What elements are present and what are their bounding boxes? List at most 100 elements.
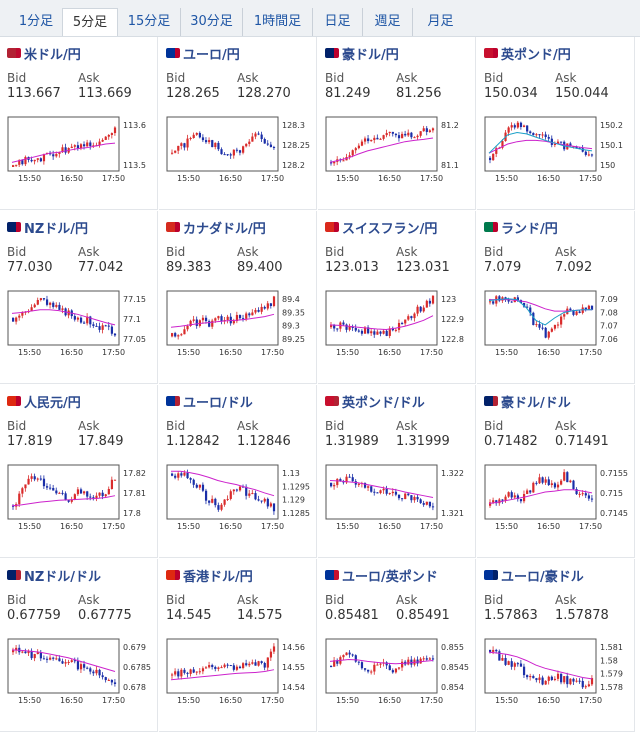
candle	[428, 300, 432, 304]
currency-card[interactable]: ユーロ/ドル Bid Ask 1.12842 1.12846 1.13 1.1295 1.12…	[159, 385, 317, 558]
candle	[397, 494, 401, 499]
price-chart[interactable]: 0.855 0.8545 0.854 15:50 16:50 17:50	[324, 637, 477, 707]
price-chart[interactable]: 14.56 14.55 14.54 15:50 16:50 17:50	[165, 637, 318, 707]
currency-card[interactable]: 人民元/円 Bid Ask 17.819 17.849 17.82 17.81 17.8 15:…	[0, 385, 158, 558]
flag-right	[172, 396, 180, 406]
pair-title-link[interactable]: ユーロ/英ポンド	[325, 567, 438, 585]
currency-card[interactable]: カナダドル/円 Bid Ask 89.383 89.400 89.4 89.35 89.3 89…	[159, 211, 317, 384]
candle	[214, 142, 217, 148]
price-chart[interactable]: 123 122.9 122.8 15:50 16:50 17:50	[324, 289, 477, 359]
candle	[376, 331, 379, 335]
bid-value: 123.013	[325, 260, 379, 275]
y-tick-label: 128.3	[282, 121, 305, 130]
currency-card[interactable]: ユーロ/英ポンド Bid Ask 0.85481 0.85491 0.855 0.8545 0…	[318, 559, 476, 732]
pair-title-link[interactable]: カナダドル/円	[166, 219, 266, 237]
pair-title-link[interactable]: ユーロ/円	[166, 45, 240, 63]
flag-right	[331, 222, 339, 232]
tab-timeframe-1[interactable]: 1分足	[18, 14, 54, 29]
pair-title-link[interactable]: 英ポンド/円	[484, 45, 571, 63]
candle	[425, 501, 428, 505]
pair-title-link[interactable]: 豪ドル/ドル	[484, 393, 571, 411]
currency-card[interactable]: スイスフラン/円 Bid Ask 123.013 123.031 123 122.9 122.…	[318, 211, 476, 384]
ask-label: Ask	[555, 419, 577, 433]
moving-average-line	[11, 495, 116, 507]
candle	[263, 306, 266, 309]
flag-right	[172, 222, 180, 232]
price-chart[interactable]: 17.82 17.81 17.8 15:50 16:50 17:50	[6, 463, 159, 533]
flag-left	[166, 48, 175, 58]
candle	[544, 134, 547, 138]
flag-right	[331, 570, 339, 580]
tab-timeframe-4[interactable]: 30分足	[180, 8, 242, 36]
currency-card[interactable]: 英ポンド/ドル Bid Ask 1.31989 1.31999 1.322 1.321 15:…	[318, 385, 476, 558]
price-chart[interactable]: 150.2 150.1 150 15:50 16:50 17:50	[483, 115, 636, 185]
tab-timeframe-3[interactable]: 15分足	[127, 14, 171, 29]
pair-title-link[interactable]: 米ドル/円	[7, 45, 81, 63]
candle	[544, 327, 547, 338]
candle	[513, 125, 516, 128]
x-tick-label: 16:50	[219, 174, 242, 183]
price-chart[interactable]: 1.13 1.1295 1.129 1.1285 15:50 16:50 17:50	[165, 463, 318, 533]
y-tick-label: 0.8545	[441, 663, 469, 672]
pair-title-link[interactable]: ユーロ/ドル	[166, 393, 253, 411]
candle	[39, 298, 42, 300]
currency-card[interactable]: NZドル/ドル Bid Ask 0.67759 0.67775 0.679 0.6785 0.…	[0, 559, 158, 732]
price-chart[interactable]: 77.15 77.1 77.05 15:50 16:50 17:50	[6, 289, 159, 359]
pair-title-link[interactable]: NZドル/円	[7, 219, 88, 237]
currency-card[interactable]: 豪ドル/円 Bid Ask 81.249 81.256 81.2 81.1 15:50 16:5…	[318, 37, 476, 210]
currency-card[interactable]: 英ポンド/円 Bid Ask 150.034 150.044 150.2 150.1 150 1…	[477, 37, 635, 210]
currency-card[interactable]: ランド/円 Bid Ask 7.079 7.092 7.09 7.08 7.07 7.06 15:…	[477, 211, 635, 384]
currency-card[interactable]: ユーロ/円 Bid Ask 128.265 128.270 128.3 128.25 128.…	[159, 37, 317, 210]
candle	[547, 479, 550, 486]
price-chart[interactable]: 0.679 0.6785 0.678 15:50 16:50 17:50	[6, 637, 159, 707]
candle	[578, 311, 581, 313]
pair-title-link[interactable]: ユーロ/豪ドル	[484, 567, 584, 585]
price-chart[interactable]: 7.09 7.08 7.07 7.06 15:50 16:50 17:50	[483, 289, 636, 359]
candle	[357, 330, 360, 332]
tab-timeframe-7[interactable]: 週足	[362, 8, 412, 36]
flag-right	[172, 48, 180, 58]
tab-timeframe-8[interactable]: 月足	[412, 8, 468, 36]
pair-title-link[interactable]: ランド/円	[484, 219, 558, 237]
moving-average-line	[170, 669, 275, 681]
candle	[33, 476, 36, 480]
candle	[367, 327, 370, 334]
candle	[357, 145, 360, 149]
price-chart[interactable]: 81.2 81.1 15:50 16:50 17:50	[324, 115, 477, 185]
candle	[110, 326, 114, 334]
candle	[519, 499, 523, 502]
candle	[107, 134, 110, 137]
candle	[214, 498, 217, 506]
x-tick-label: 16:50	[60, 696, 83, 705]
currency-card[interactable]: 米ドル/円 Bid Ask 113.667 113.669 113.6 113.5 15:50…	[0, 37, 158, 210]
price-chart[interactable]: 128.3 128.25 128.2 15:50 16:50 17:50	[165, 115, 318, 185]
pair-title-link[interactable]: 香港ドル/円	[166, 567, 253, 585]
price-chart[interactable]: 1.322 1.321 15:50 16:50 17:50	[324, 463, 477, 533]
candle	[269, 144, 273, 148]
candle	[257, 133, 260, 135]
candle	[538, 134, 541, 136]
pair-title-link[interactable]: 豪ドル/円	[325, 45, 399, 63]
price-chart[interactable]: 0.7155 0.715 0.7145 15:50 16:50 17:50	[483, 463, 636, 533]
currency-card[interactable]: ユーロ/豪ドル Bid Ask 1.57863 1.57878 1.581 1.58 1.57…	[477, 559, 635, 732]
candle	[24, 651, 27, 654]
candle	[201, 137, 205, 141]
pair-title-link[interactable]: 人民元/円	[7, 393, 81, 411]
currency-card[interactable]: 豪ドル/ドル Bid Ask 0.71482 0.71491 0.7155 0.715 0.7…	[477, 385, 635, 558]
pair-title-link[interactable]: スイスフラン/円	[325, 219, 437, 237]
candle	[107, 679, 110, 681]
currency-card[interactable]: NZドル/円 Bid Ask 77.030 77.042 77.15 77.1 77.05 15…	[0, 211, 158, 384]
candle	[581, 493, 584, 495]
tab-timeframe-2[interactable]: 5分足	[62, 8, 118, 36]
pair-title-link[interactable]: 英ポンド/ドル	[325, 393, 425, 411]
price-chart[interactable]: 89.4 89.35 89.3 89.25 15:50 16:50 17:50	[165, 289, 318, 359]
price-chart[interactable]: 113.6 113.5 15:50 16:50 17:50	[6, 115, 159, 185]
tab-timeframe-5[interactable]: 1時間足	[242, 8, 312, 36]
bid-label: Bid	[325, 593, 345, 607]
pair-title-link[interactable]: NZドル/ドル	[7, 567, 101, 585]
candle	[195, 484, 198, 488]
price-chart[interactable]: 1.581 1.58 1.579 1.578 15:50 16:50 17:50	[483, 637, 636, 707]
tab-timeframe-6[interactable]: 日足	[312, 8, 362, 36]
candle	[52, 302, 55, 307]
currency-card[interactable]: 香港ドル/円 Bid Ask 14.545 14.575 14.56 14.55 14.54 1…	[159, 559, 317, 732]
